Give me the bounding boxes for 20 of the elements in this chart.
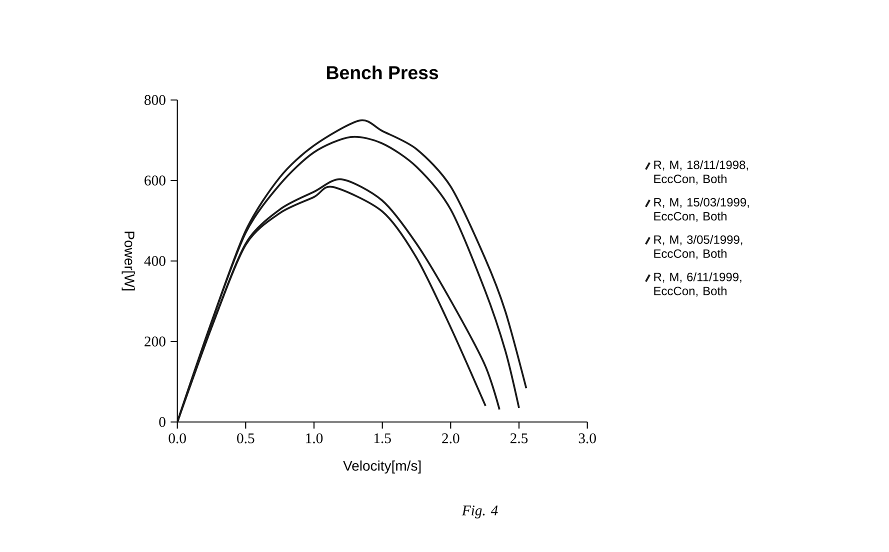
legend-label: R, M, 6/11/1999, EccCon, Both	[654, 272, 742, 297]
y-tick-label: 400	[144, 256, 166, 266]
x-tick-label: 2.5	[510, 433, 528, 444]
y-tick-label: 0	[159, 417, 166, 427]
y-axis-title: Power[W]	[122, 232, 135, 290]
legend-label: R, M, 15/03/1999, EccCon, Both	[654, 198, 749, 222]
x-tick-label: 0.0	[168, 433, 186, 444]
y-tick-label: 200	[144, 336, 166, 346]
x-tick-label: 2.0	[442, 433, 460, 444]
x-axis-title: Velocity[m/s]	[343, 460, 421, 474]
legend-label: R, M, 3/05/1999, EccCon, Both	[654, 235, 742, 260]
x-tick-label: 0.5	[237, 433, 254, 444]
legend-label: R, M, 18/11/1998, EccCon, Both	[654, 160, 748, 185]
x-tick-label: 3.0	[578, 433, 596, 444]
y-tick-label: 600	[144, 176, 166, 186]
x-tick-label: 1.5	[374, 433, 391, 444]
x-tick-label: 1.0	[306, 433, 323, 444]
caption: Fig. 4	[462, 506, 498, 518]
y-tick-label: 800	[144, 95, 166, 105]
chart-title: Bench Press	[327, 66, 438, 80]
